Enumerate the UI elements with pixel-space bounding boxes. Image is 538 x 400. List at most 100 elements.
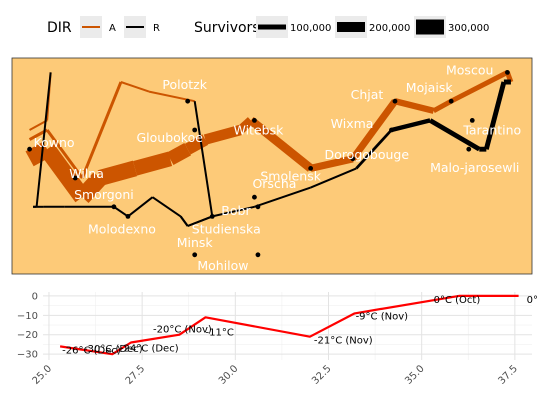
y-tick-label: 0 (32, 291, 38, 302)
x-tick-label: 25.0 (31, 363, 55, 387)
troop-path-segment (248, 116, 314, 172)
temperature-label: -24°C (Dec) (120, 344, 179, 355)
temperature-label: -9°C (Nov) (356, 311, 409, 322)
map-background (11, 57, 533, 275)
troop-path-segment (237, 117, 254, 134)
city-point (192, 252, 198, 258)
troop-path-segment (80, 81, 123, 179)
troop-path-segment (254, 186, 311, 208)
city-point (505, 70, 510, 75)
city-point (185, 98, 191, 104)
troop-path-segment (127, 196, 154, 218)
city-label: Malo-jarosewli (430, 160, 519, 175)
troop-path-segment (187, 215, 213, 227)
legend-dir-title: DIR (47, 20, 72, 36)
temperature-label: -11°C (206, 327, 234, 338)
city-label: Kowno (34, 135, 75, 150)
city-label: Bobr (221, 203, 251, 218)
x-tick-label: 35.0 (403, 363, 427, 387)
troop-path-segment (120, 81, 150, 93)
troop-path-segment (132, 151, 173, 176)
city-point (125, 214, 131, 219)
city-point (448, 98, 454, 104)
legend-dir-label: A (109, 23, 116, 34)
troop-path-segment (428, 118, 481, 152)
x-tick-label: 32.5 (310, 363, 334, 387)
city-label: Studienska (192, 221, 261, 236)
city-label: Orscha (252, 176, 296, 191)
x-tick-label: 37.5 (496, 363, 520, 387)
city-point (466, 146, 472, 152)
city-point (255, 204, 261, 210)
x-tick-label: 27.5 (124, 363, 148, 387)
troop-path-segment (151, 196, 182, 218)
temperature-label: -26°C (Dec) (62, 345, 121, 356)
temperature-panel: 25.0 27.5 30.0 32.5 35.0 37.5 0 −10 −20 −30 0°C 0°C… (17, 291, 538, 386)
troop-path-segment (45, 129, 84, 179)
y-tick-label: −30 (17, 350, 38, 361)
troop-path-segment (40, 144, 90, 203)
y-tick-label: −20 (17, 330, 38, 341)
troop-path-segment (309, 155, 354, 172)
troop-path-segment (432, 99, 453, 113)
city-point (389, 127, 394, 133)
city-point (111, 204, 117, 210)
city-point (308, 166, 314, 171)
city-point (209, 214, 215, 219)
city-point (72, 175, 78, 181)
x-tick-label: 30.0 (217, 363, 241, 387)
city-label: Tarantino (462, 122, 521, 137)
city-label: Gloubokoe (136, 130, 203, 145)
troop-path-segment (75, 172, 107, 203)
troop-path-segment (349, 99, 398, 161)
city-label: Smorgoni (74, 187, 134, 202)
troop-path-segment (212, 205, 255, 218)
city-label: Minsk (177, 235, 214, 250)
temperature-line (59, 294, 519, 356)
legend-size-label: 300,000 (448, 23, 489, 34)
city-label: Polotzk (162, 77, 207, 92)
city-label: Smolensk (260, 168, 321, 183)
troop-path-segment (113, 205, 129, 218)
city-label: Mojaisk (406, 80, 454, 95)
city-label: Moscou (446, 62, 493, 77)
troop-path-segment (394, 98, 435, 114)
temperature-label: -20°C (Nov) (153, 325, 212, 336)
troop-path-segment (203, 124, 242, 145)
troop-path-segment (193, 101, 214, 217)
troop-path-segment (355, 129, 393, 170)
y-tick-label: −10 (17, 311, 38, 322)
city-point (192, 127, 198, 133)
troop-path-segment (29, 119, 48, 131)
legend-size-label: 100,000 (290, 23, 331, 34)
troop-path-segment (179, 215, 189, 227)
troop-path-segment (97, 160, 138, 186)
temperature-label: 0°C (527, 295, 538, 306)
troop-path-segment (35, 72, 52, 207)
city-label: Molodexno (88, 221, 156, 236)
city-point (252, 118, 257, 123)
temperature-label: 0°C (Oct) (434, 295, 481, 306)
troop-path-segment (184, 134, 209, 155)
city-point (27, 146, 32, 152)
city-label: Chjat (351, 87, 384, 102)
map-panel: Kowno Wilna Smorgoni Molodexno Gloubokoe Mins… (11, 57, 533, 275)
city-point (255, 252, 261, 258)
troop-path-segment (390, 118, 431, 133)
city-label: Wixma (331, 116, 374, 131)
troop-path-segment (25, 141, 52, 167)
city-point (392, 98, 398, 104)
troop-path-segment (483, 81, 507, 150)
city-label: Mohilow (197, 258, 248, 273)
city-point (350, 156, 356, 162)
troop-path-segment (310, 167, 357, 189)
troop-path-segment (166, 143, 192, 165)
legend-size-title: Survivors (194, 20, 260, 36)
temperature-label: -30°C (Dec) (84, 344, 143, 355)
legend: DIR A R Survivors 100,000 200,000 300,000 (47, 16, 489, 38)
city-point (252, 194, 257, 200)
city-label: Witebsk (234, 122, 285, 137)
city-label: Wilna (69, 166, 104, 181)
city-point (469, 118, 475, 123)
